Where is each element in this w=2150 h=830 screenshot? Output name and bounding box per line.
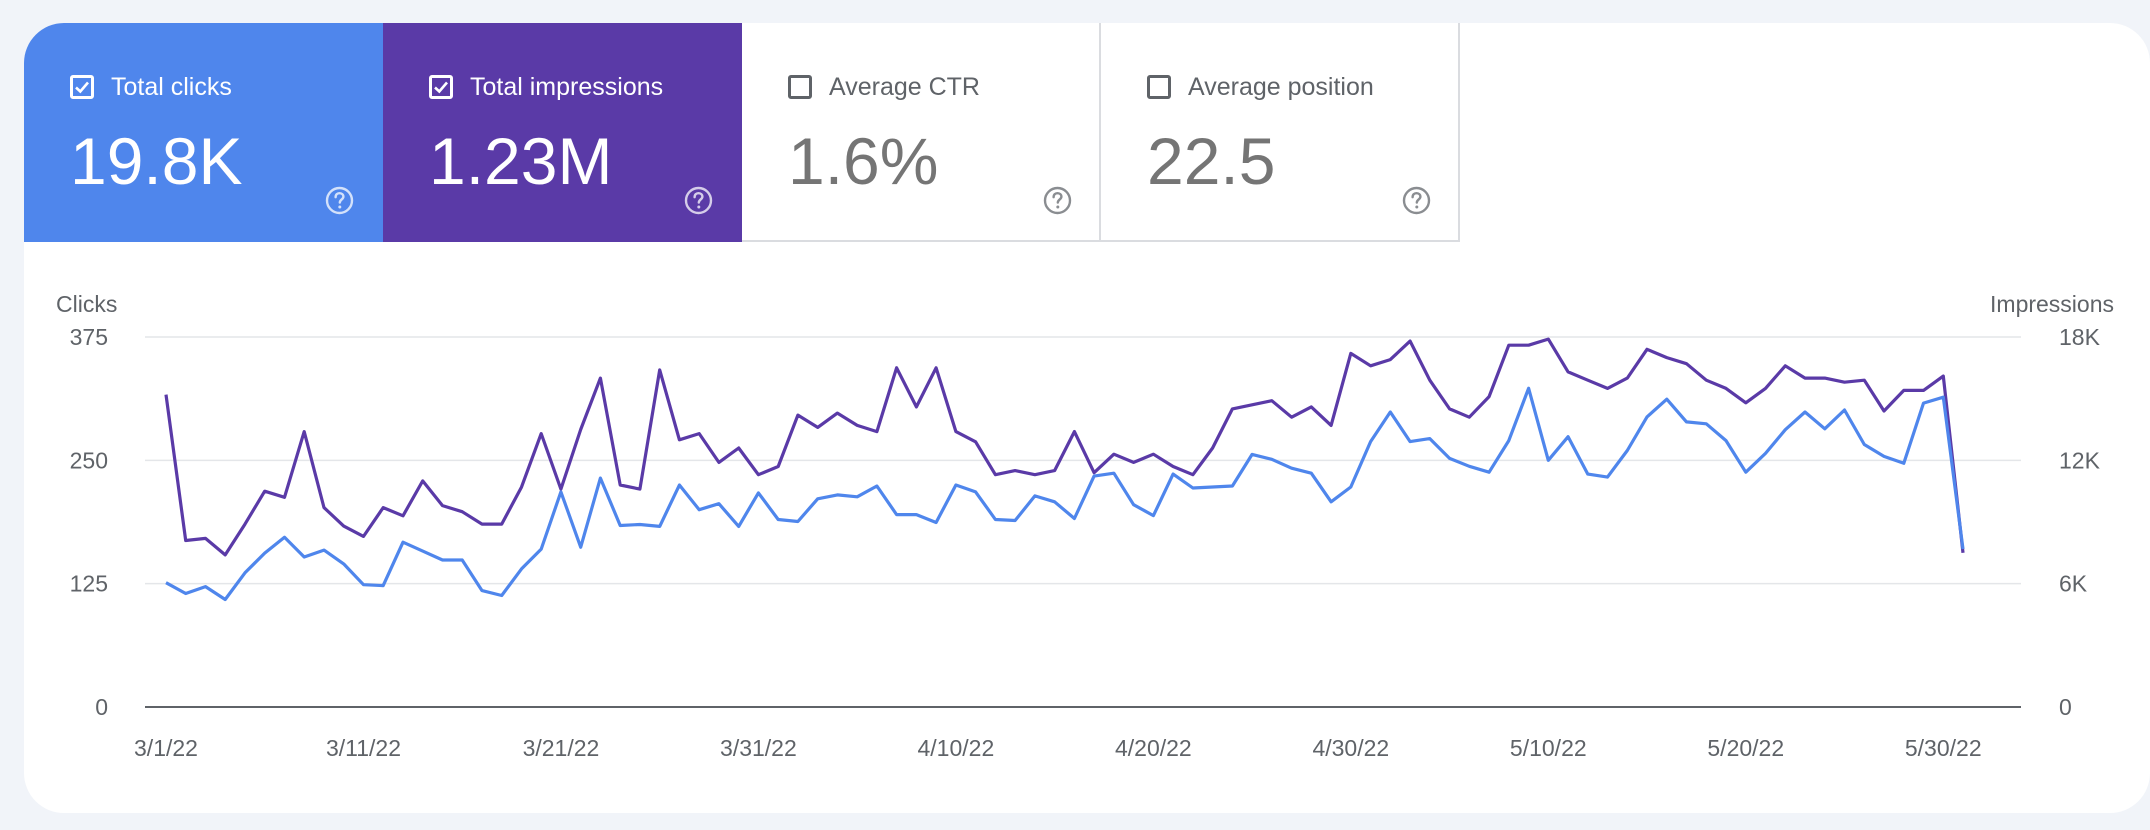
metric-value: 22.5 xyxy=(1147,124,1276,198)
metric-label: Total clicks xyxy=(111,73,232,101)
checkbox-icon[interactable] xyxy=(70,75,94,99)
x-tick-label: 4/20/22 xyxy=(1115,735,1192,761)
right-tick-label: 0 xyxy=(2059,694,2072,720)
x-tick-label: 4/10/22 xyxy=(918,735,995,761)
metric-card-total-impressions[interactable]: Total impressions 1.23M xyxy=(383,23,742,242)
left-axis-title: Clicks xyxy=(56,291,117,317)
help-icon[interactable] xyxy=(325,186,354,215)
metric-value: 1.6% xyxy=(788,124,939,198)
left-tick-label: 375 xyxy=(70,324,108,350)
left-tick-label: 0 xyxy=(95,694,108,720)
x-tick-label: 3/31/22 xyxy=(720,735,797,761)
x-tick-label: 3/21/22 xyxy=(523,735,600,761)
right-tick-label: 12K xyxy=(2059,447,2101,473)
x-axis: 3/1/22 3/11/22 3/21/22 3/31/22 4/10/22 4/20/2… xyxy=(134,735,1982,761)
checkbox-icon[interactable] xyxy=(788,75,812,99)
metric-card-average-position[interactable]: Average position 22.5 xyxy=(1101,23,1460,242)
metric-label: Total impressions xyxy=(470,73,664,101)
right-tick-label: 6K xyxy=(2059,571,2088,597)
left-tick-label: 125 xyxy=(70,571,108,597)
metric-cards: Total clicks 19.8K Total impressions 1.2… xyxy=(24,23,1460,242)
series-lines xyxy=(164,337,1965,602)
checkbox-icon[interactable] xyxy=(1147,75,1171,99)
x-tick-label: 3/11/22 xyxy=(326,735,401,761)
help-icon[interactable] xyxy=(1402,186,1431,215)
help-icon[interactable] xyxy=(1043,186,1072,215)
series-line-total-impressions xyxy=(164,337,1965,557)
help-icon[interactable] xyxy=(684,186,713,215)
left-tick-label: 250 xyxy=(70,447,108,473)
checkmark-icon xyxy=(75,81,89,94)
series-line-total-clicks xyxy=(165,386,1965,602)
metric-label: Average CTR xyxy=(829,73,980,101)
right-axis: 0 6K 12K 18K xyxy=(2059,324,2101,720)
x-tick-label: 5/30/22 xyxy=(1905,735,1982,761)
right-axis-title: Impressions xyxy=(1990,291,2114,317)
checkbox-icon[interactable] xyxy=(429,75,453,99)
metric-label: Average position xyxy=(1188,73,1374,101)
metric-value: 19.8K xyxy=(70,124,243,198)
checkmark-icon xyxy=(434,81,448,94)
right-tick-label: 18K xyxy=(2059,324,2101,350)
metric-card-total-clicks[interactable]: Total clicks 19.8K xyxy=(24,23,383,242)
grid-lines xyxy=(145,336,2021,708)
x-tick-label: 3/1/22 xyxy=(134,735,198,761)
metric-card-average-ctr[interactable]: Average CTR 1.6% xyxy=(742,23,1101,242)
x-tick-label: 5/10/22 xyxy=(1510,735,1587,761)
left-axis: 0 125 250 375 xyxy=(70,324,108,720)
performance-panel: Total clicks 19.8K Total impressions 1.2… xyxy=(24,23,2150,813)
x-tick-label: 5/20/22 xyxy=(1707,735,1784,761)
metric-value: 1.23M xyxy=(429,124,613,198)
x-tick-label: 4/30/22 xyxy=(1312,735,1389,761)
